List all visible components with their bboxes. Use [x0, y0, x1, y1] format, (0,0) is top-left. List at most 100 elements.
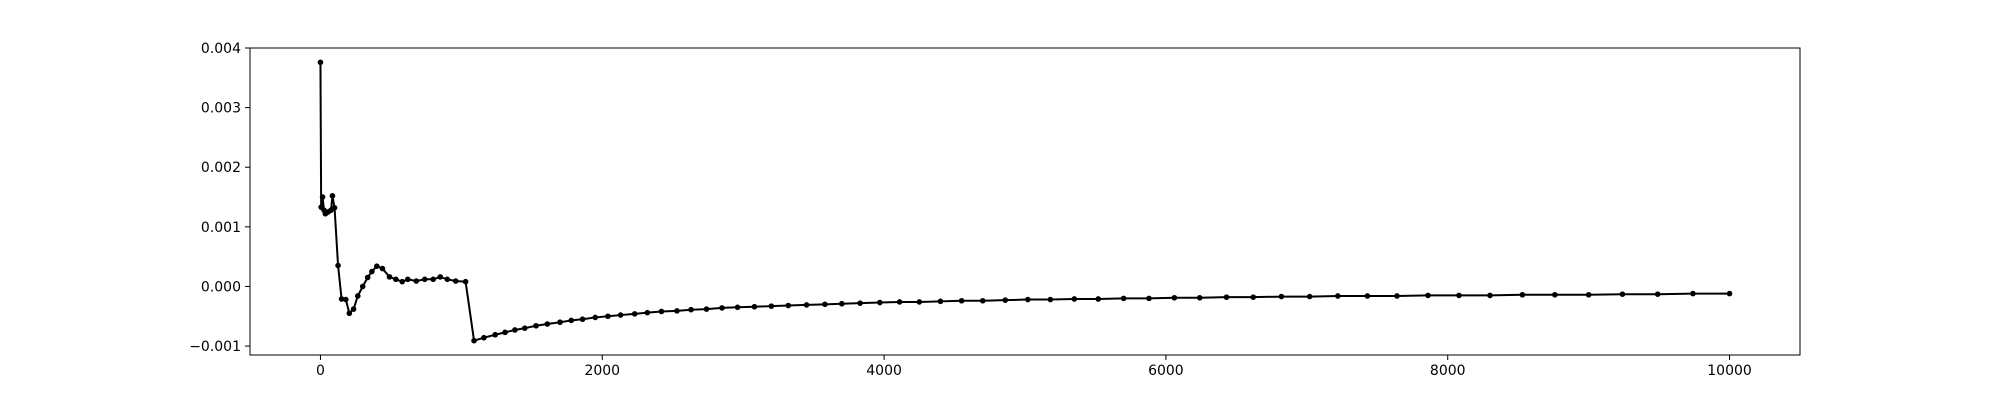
- x-tick-label: 2000: [584, 363, 620, 379]
- data-point: [658, 308, 665, 315]
- y-tick-label: 0.002: [201, 160, 241, 176]
- data-point: [399, 278, 405, 285]
- plot-frame: [249, 47, 1801, 356]
- data-point: [421, 276, 428, 283]
- data-point: [1306, 293, 1313, 300]
- data-point: [1394, 293, 1400, 299]
- data-point: [688, 306, 694, 313]
- data-point: [405, 276, 411, 283]
- y-tick-label: 0.003: [201, 101, 241, 117]
- data-point: [734, 304, 741, 311]
- y-tick-label: −0.001: [189, 339, 241, 355]
- data-point: [1425, 292, 1431, 299]
- data-point: [393, 276, 399, 283]
- data-point: [979, 297, 986, 304]
- data-point: [533, 322, 539, 329]
- data-point: [369, 268, 375, 275]
- data-point: [822, 301, 828, 308]
- data-point: [379, 265, 386, 272]
- data-point: [502, 329, 508, 336]
- data-point: [857, 300, 863, 306]
- data-point: [1071, 296, 1078, 302]
- data-point: [512, 327, 518, 333]
- x-tick-label: 4000: [866, 363, 902, 379]
- data-point: [462, 278, 469, 285]
- data-point: [492, 331, 498, 338]
- data-point: [1120, 295, 1127, 302]
- data-point: [1585, 291, 1592, 298]
- data-point: [605, 313, 611, 320]
- data-point: [579, 316, 586, 323]
- data-point: [877, 299, 883, 306]
- data-point: [1196, 294, 1203, 301]
- data-point: [1335, 293, 1341, 299]
- data-point: [768, 303, 775, 309]
- data-point: [338, 296, 345, 302]
- data-point: [839, 300, 845, 307]
- data-point: [444, 276, 451, 283]
- data-point: [1223, 294, 1230, 300]
- data-point: [1364, 293, 1371, 299]
- x-tick-label: 8000: [1430, 363, 1466, 379]
- data-point: [521, 325, 528, 331]
- data-point: [1002, 297, 1009, 303]
- data-point: [1487, 292, 1493, 299]
- data-point: [568, 317, 575, 324]
- data-point: [319, 194, 326, 200]
- data-point: [1047, 296, 1054, 303]
- data-point: [1456, 292, 1462, 299]
- data-point: [617, 312, 624, 318]
- data-point: [803, 302, 810, 308]
- data-point: [703, 306, 710, 312]
- data-point: [592, 314, 599, 321]
- data-point: [346, 310, 353, 317]
- data-point: [386, 274, 393, 280]
- data-point: [557, 319, 563, 326]
- y-tick-label: 0.000: [201, 279, 241, 295]
- data-point: [1278, 293, 1285, 300]
- data-point: [644, 309, 651, 316]
- data-point: [1552, 291, 1558, 298]
- data-point: [1095, 296, 1102, 302]
- axis-ticks: 0 2000 4000 6000 8000 10000 −0.001 0.000 0.001 0.…: [189, 41, 1752, 379]
- data-point: [544, 321, 551, 327]
- y-tick-label: 0.004: [201, 41, 241, 57]
- data-point: [785, 302, 792, 309]
- data-point: [481, 334, 487, 341]
- data-point: [331, 204, 338, 211]
- data-point: [430, 276, 436, 283]
- data-point: [437, 274, 444, 280]
- data-point: [1250, 294, 1257, 300]
- data-point: [374, 263, 380, 269]
- data-point: [1025, 296, 1031, 303]
- series-line: [319, 62, 1730, 342]
- data-point: [674, 308, 680, 314]
- data-point: [350, 306, 357, 312]
- data-point: [1619, 291, 1626, 297]
- series-layer: [317, 59, 1733, 344]
- x-tick-label: 10000: [1707, 363, 1752, 379]
- x-tick-label: 6000: [1148, 363, 1184, 379]
- data-point: [1726, 290, 1733, 297]
- data-point: [719, 305, 725, 311]
- data-point: [359, 283, 366, 290]
- data-point: [343, 296, 349, 303]
- data-point: [937, 298, 944, 305]
- data-point: [631, 311, 638, 317]
- data-point: [329, 193, 336, 199]
- data-point: [471, 337, 477, 344]
- data-point: [1654, 291, 1661, 297]
- data-point: [1690, 290, 1696, 297]
- data-point: [317, 59, 324, 66]
- y-tick-label: 0.001: [201, 220, 241, 236]
- data-point: [354, 293, 361, 299]
- data-point: [364, 274, 371, 281]
- data-point: [916, 299, 923, 305]
- data-point: [1146, 295, 1152, 302]
- data-point: [1171, 294, 1178, 301]
- x-tick-label: 0: [316, 363, 325, 379]
- data-point: [751, 303, 758, 310]
- data-point: [413, 278, 420, 284]
